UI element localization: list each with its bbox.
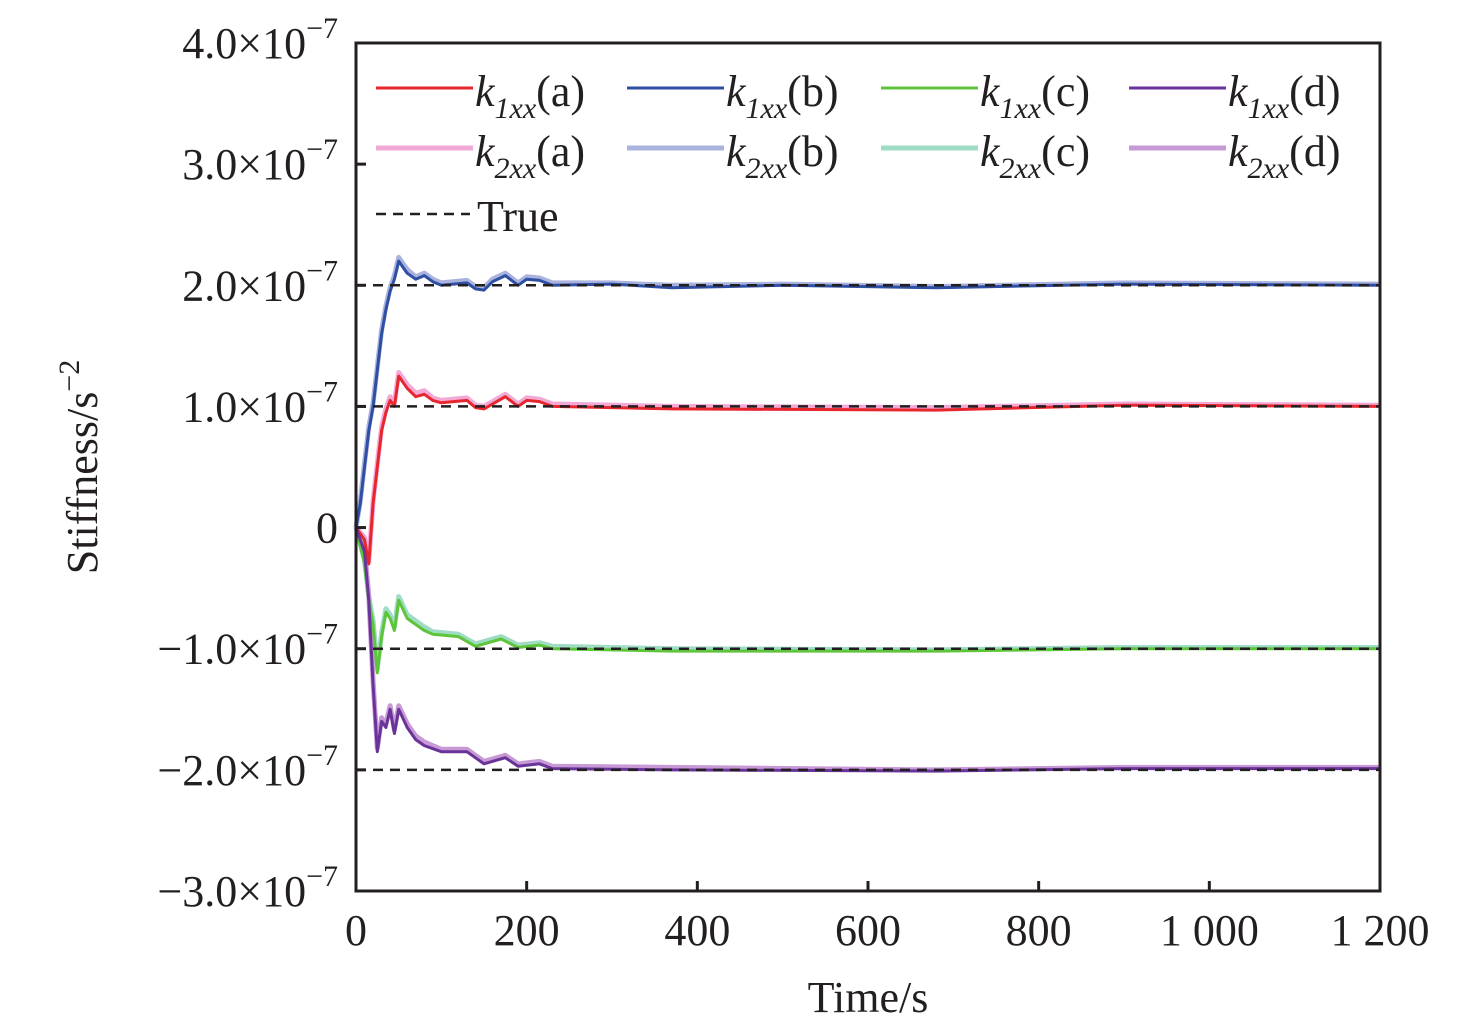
y-tick-exponent: −7: [306, 12, 338, 45]
legend-label: k2xx(b): [726, 127, 838, 185]
y-tick-exponent: −7: [306, 860, 338, 893]
legend-label: k1xx(a): [475, 67, 585, 125]
legend: k1xx(a) k1xx(b) k1xx(c) k1xx(d) k2xx(a) k2xx(…: [376, 67, 1340, 241]
x-tick-label: 0: [345, 906, 367, 955]
y-tick-label: −1.0×10−7: [157, 618, 338, 674]
y-tick-exponent: −7: [306, 618, 338, 651]
legend-item: k1xx(a): [376, 67, 585, 125]
y-tick-label: −2.0×10−7: [157, 739, 338, 795]
y-tick-mantissa: −1.0×10: [157, 625, 306, 674]
y-tick-exponent: −7: [306, 133, 338, 166]
y-tick-exponent: −7: [306, 254, 338, 287]
legend-item: k1xx(c): [881, 67, 1090, 125]
y-tick-mantissa: −3.0×10: [157, 867, 306, 916]
y-tick-label: 4.0×10−7: [182, 12, 338, 68]
series-line-k1xxb: [354, 259, 1381, 528]
x-tick-label: 1 000: [1160, 906, 1259, 955]
y-tick-mantissa: 3.0×10: [182, 140, 306, 189]
legend-label: k2xx(a): [475, 127, 585, 185]
legend-item: k2xx(c): [881, 127, 1090, 185]
y-axis-label: Stiffness/s−2: [53, 360, 107, 574]
series-line-k1xxa: [354, 374, 1381, 566]
x-tick-label: 200: [494, 906, 560, 955]
x-tick-label: 400: [664, 906, 730, 955]
x-tick-label: 600: [835, 906, 901, 955]
y-tick-mantissa: 1.0×10: [182, 382, 306, 431]
y-tick-exponent: −7: [306, 739, 338, 772]
legend-label: k2xx(c): [980, 127, 1090, 185]
y-tick-label: 2.0×10−7: [182, 254, 338, 310]
legend-item: k2xx(a): [376, 127, 585, 185]
y-tick-mantissa: 2.0×10: [182, 261, 306, 310]
y-tick-label: 1.0×10−7: [182, 375, 338, 431]
y-tick-label: 3.0×10−7: [182, 133, 338, 189]
legend-label: k1xx(c): [980, 67, 1090, 125]
legend-label: k1xx(d): [1228, 67, 1340, 125]
legend-label: True: [477, 192, 559, 241]
legend-item-true: True: [376, 192, 559, 241]
legend-item: k2xx(b): [627, 127, 838, 185]
y-axis-label-text: Stiffness/s: [58, 392, 107, 575]
reference-lines: [356, 284, 1380, 772]
series-line-k1xxd: [354, 527, 1380, 773]
y-tick-mantissa: 0: [316, 504, 338, 553]
x-tick-label: 1 200: [1331, 906, 1430, 955]
legend-item: k1xx(d): [1129, 67, 1340, 125]
x-tick-label: 800: [1006, 906, 1072, 955]
legend-label: k2xx(d): [1228, 127, 1340, 185]
y-axis-label-sup: −2: [53, 360, 86, 392]
legend-label: k1xx(b): [726, 67, 838, 125]
legend-item: k2xx(d): [1129, 127, 1340, 185]
series-line-k1xxc: [354, 527, 1380, 675]
y-tick-mantissa: −2.0×10: [157, 746, 306, 795]
x-axis-label: Time/s: [808, 973, 929, 1022]
y-tick-label: −3.0×10−7: [157, 860, 338, 916]
series-layer: [353, 254, 1381, 773]
ticks: 0 200 400 600 800 1 000 1 2004.0×10−73.0×10−72…: [157, 12, 1429, 955]
series-line-k2xxb: [353, 254, 1381, 528]
legend-item: k1xx(b): [627, 67, 838, 125]
y-tick-mantissa: 4.0×10: [182, 19, 306, 68]
y-tick-exponent: −7: [306, 375, 338, 408]
y-tick-label: 0: [316, 504, 338, 553]
